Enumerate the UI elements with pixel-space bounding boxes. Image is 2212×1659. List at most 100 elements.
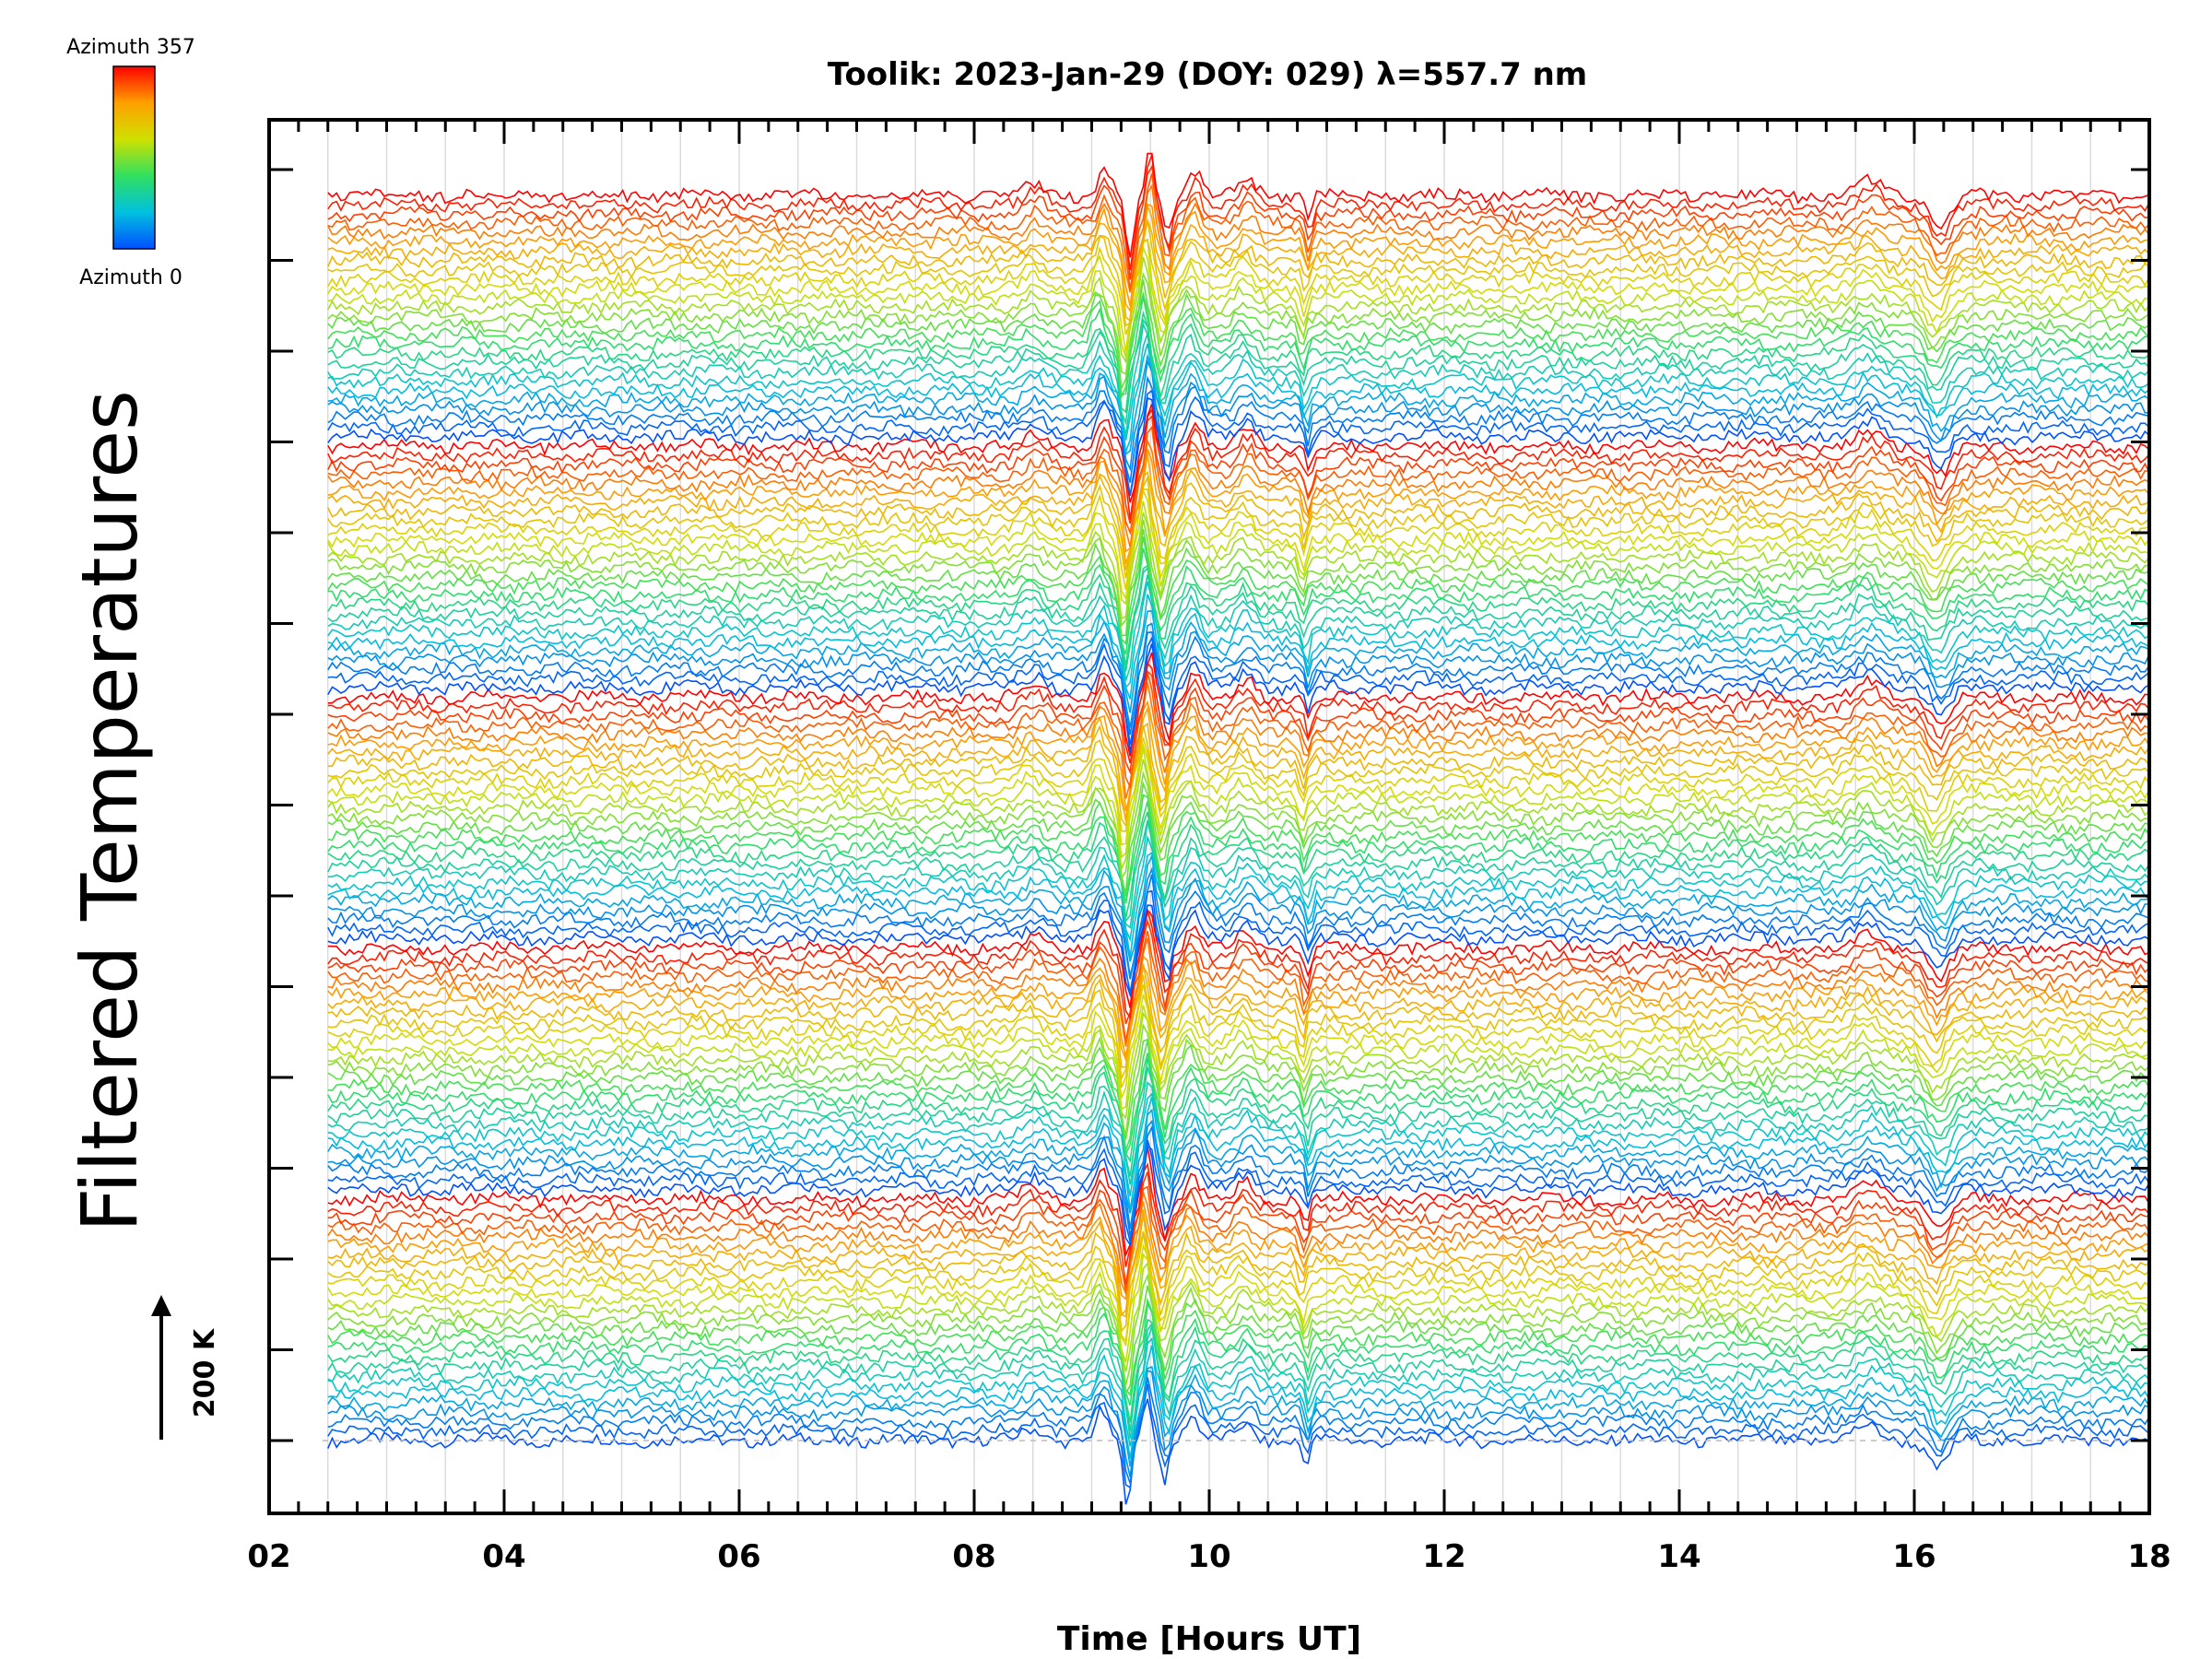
trace-line xyxy=(327,375,2149,483)
trace-line xyxy=(327,448,2149,553)
trace-line xyxy=(327,547,2149,655)
x-tick-label: 10 xyxy=(1187,1538,1230,1575)
trace-line xyxy=(327,239,2149,353)
trace-line xyxy=(327,1233,2149,1344)
trace-line xyxy=(327,1139,2149,1247)
trace-line xyxy=(327,528,2149,637)
trace-line xyxy=(327,1322,2149,1432)
trace-line xyxy=(327,256,2149,364)
trace-line xyxy=(327,963,2149,1068)
x-axis-label: Time [Hours UT] xyxy=(1057,1620,1361,1658)
trace-line xyxy=(327,1345,2149,1459)
trace-line xyxy=(327,917,2149,1025)
trace-line xyxy=(327,566,2149,672)
trace-line xyxy=(327,1365,2149,1467)
trace-line xyxy=(327,154,2149,271)
trace-line xyxy=(327,662,2149,764)
trace-line xyxy=(327,1162,2149,1267)
x-tick-label: 02 xyxy=(247,1538,290,1575)
trace-line xyxy=(327,321,2149,436)
trace-line xyxy=(327,852,2149,958)
trace-line xyxy=(327,407,2149,520)
trace-line xyxy=(327,217,2149,323)
trace-line xyxy=(327,904,2149,998)
trace-line xyxy=(327,1370,2149,1477)
trace-line xyxy=(327,1192,2149,1297)
x-tick-labels: 02 04 06 08 10 12 14 16 18 xyxy=(247,1538,2171,1575)
x-tick-label: 06 xyxy=(717,1538,760,1575)
colorbar-gradient xyxy=(112,65,156,250)
trace-line xyxy=(327,911,2149,1020)
trace-line xyxy=(327,964,2149,1063)
x-tick-label: 16 xyxy=(1892,1538,1936,1575)
trace-line xyxy=(327,203,2149,307)
x-tick-label: 18 xyxy=(2127,1538,2171,1575)
trace-line xyxy=(327,488,2149,601)
trace-line xyxy=(327,631,2149,735)
trace-line xyxy=(327,220,2149,327)
trace-line xyxy=(327,1005,2149,1111)
trace-line xyxy=(327,512,2149,620)
trace-line xyxy=(327,574,2149,681)
trace-line xyxy=(327,1119,2149,1230)
trace-line xyxy=(327,279,2149,392)
trace-line xyxy=(327,635,2149,746)
trace-line xyxy=(327,984,2149,1088)
trace-line xyxy=(327,889,2149,994)
trace-line xyxy=(327,1336,2149,1447)
trace-line xyxy=(327,1261,2149,1372)
trace-line xyxy=(327,1326,2149,1439)
trace-line xyxy=(327,1242,2149,1347)
trace-line xyxy=(327,318,2149,426)
trace-line xyxy=(327,1092,2149,1196)
scale-bar: 200 K xyxy=(151,1295,221,1440)
trace-line xyxy=(327,1144,2149,1242)
trace-line xyxy=(327,519,2149,628)
trace-line xyxy=(327,801,2149,904)
trace-line xyxy=(327,425,2149,535)
scale-bar-label: 200 K xyxy=(189,1327,221,1418)
trace-line xyxy=(327,1300,2149,1406)
trace-line xyxy=(327,1040,2149,1151)
trace-line xyxy=(327,622,2149,728)
trace-line xyxy=(327,271,2149,376)
colorbar: Azimuth 357 Azimuth 0 xyxy=(66,36,195,289)
trace-line xyxy=(327,1080,2149,1185)
trace-line xyxy=(327,389,2149,496)
trace-line xyxy=(327,853,2149,962)
trace-line xyxy=(327,488,2149,590)
trace-line xyxy=(327,353,2149,456)
trace-line xyxy=(327,670,2149,775)
x-tick-label: 08 xyxy=(952,1538,995,1575)
trace-line xyxy=(327,343,2149,453)
trace-line xyxy=(327,594,2149,700)
trace-line xyxy=(327,682,2149,799)
trace-line xyxy=(327,994,2149,1099)
trace-line xyxy=(327,244,2149,358)
trace-line xyxy=(327,742,2149,846)
trace-line xyxy=(327,1253,2149,1363)
trace-line xyxy=(327,1066,2149,1177)
trace-line xyxy=(327,470,2149,571)
trace-line xyxy=(327,152,2149,258)
trace-line xyxy=(327,164,2149,280)
trace-line xyxy=(327,937,2149,1047)
trace-line xyxy=(327,820,2149,929)
trace-line xyxy=(327,310,2149,414)
trace-line xyxy=(327,359,2149,472)
trace-line xyxy=(327,974,2149,1081)
trace-line xyxy=(327,794,2149,897)
trace-line xyxy=(327,931,2149,1042)
trace-line xyxy=(327,672,2149,790)
y-axis-label: Filtered Temperatures xyxy=(65,390,155,1232)
trace-line xyxy=(327,1230,2149,1334)
trace-line xyxy=(327,1285,2149,1396)
scale-bar-arrowhead xyxy=(151,1295,171,1316)
trace-line xyxy=(327,781,2149,892)
trace-line xyxy=(327,173,2149,290)
trace-line xyxy=(327,1147,2149,1258)
trace-line xyxy=(327,724,2149,828)
axis-ticks xyxy=(267,120,2151,1513)
trace-line xyxy=(327,333,2149,441)
